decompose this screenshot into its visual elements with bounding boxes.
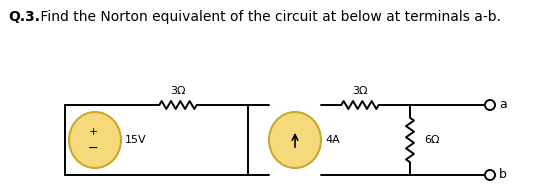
Text: +: + bbox=[88, 127, 98, 137]
Circle shape bbox=[485, 170, 495, 180]
Ellipse shape bbox=[269, 112, 321, 168]
Text: a: a bbox=[499, 98, 507, 112]
Circle shape bbox=[485, 100, 495, 110]
Text: b: b bbox=[499, 169, 507, 181]
Text: Find the Norton equivalent of the circuit at below at terminals a-b.: Find the Norton equivalent of the circui… bbox=[36, 10, 501, 24]
Text: 4A: 4A bbox=[325, 135, 340, 145]
Text: 15V: 15V bbox=[125, 135, 147, 145]
Ellipse shape bbox=[69, 112, 121, 168]
Text: 6Ω: 6Ω bbox=[424, 135, 440, 145]
Text: 3Ω: 3Ω bbox=[170, 86, 186, 96]
Text: −: − bbox=[88, 142, 98, 155]
Text: 3Ω: 3Ω bbox=[352, 86, 368, 96]
Text: Q.3.: Q.3. bbox=[8, 10, 40, 24]
